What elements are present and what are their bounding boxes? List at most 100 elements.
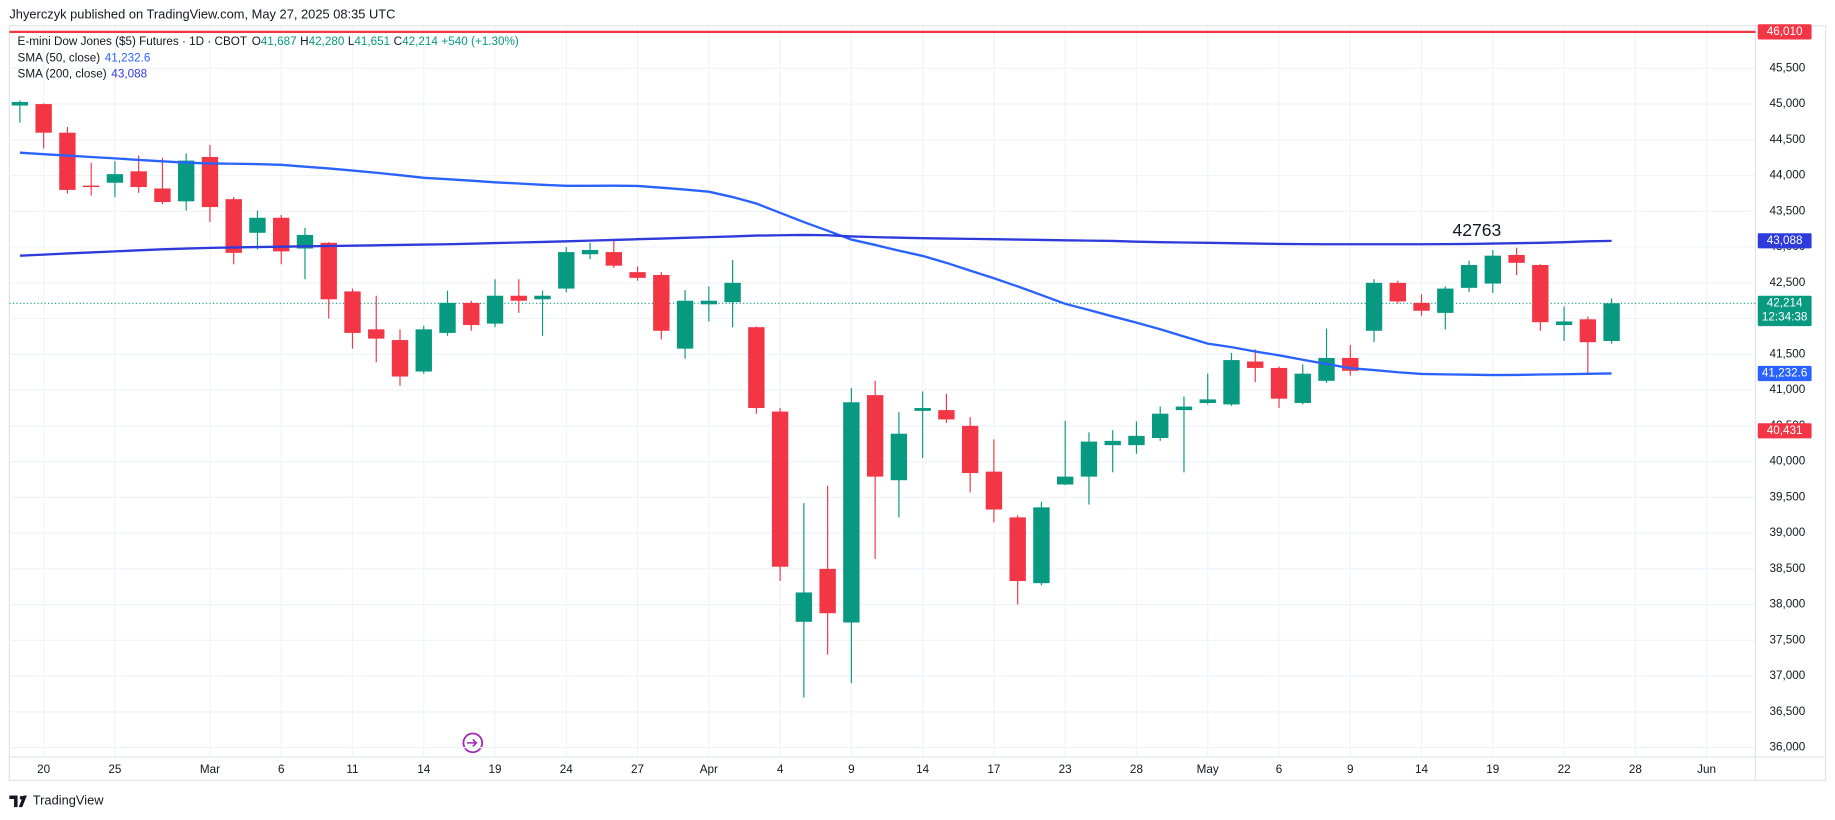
y-tick-label: 39,000 bbox=[1769, 526, 1805, 539]
price-tag bbox=[1757, 423, 1812, 439]
y-tick-label: 38,000 bbox=[1769, 598, 1805, 611]
y-tick-label: 37,500 bbox=[1769, 633, 1805, 646]
price-tag-label: 41,232.6 bbox=[1762, 367, 1808, 380]
sma-name: SMA (50, close) bbox=[18, 52, 101, 65]
candle-body bbox=[1460, 264, 1478, 288]
sma-name: SMA (200, close) bbox=[18, 68, 107, 81]
tradingview-logo bbox=[9, 795, 27, 808]
x-tick-label: 9 bbox=[1347, 763, 1354, 776]
x-tick-label: 27 bbox=[631, 763, 644, 776]
candle-body bbox=[225, 199, 242, 253]
candle-body bbox=[1247, 361, 1264, 368]
candle-body bbox=[748, 327, 765, 408]
candle-body bbox=[1318, 357, 1335, 381]
candle-body bbox=[1532, 264, 1549, 323]
y-tick-label: 44,500 bbox=[1769, 133, 1805, 146]
candle-body bbox=[581, 249, 599, 255]
candle-body bbox=[771, 411, 789, 567]
candle-body bbox=[1413, 302, 1430, 311]
candle-body bbox=[890, 433, 908, 481]
x-tick-label: 19 bbox=[1486, 763, 1499, 776]
candle-body bbox=[1056, 476, 1074, 485]
candle-body bbox=[961, 425, 979, 474]
candle-body bbox=[605, 252, 623, 266]
x-tick-label: 14 bbox=[916, 763, 930, 776]
ohlc-value: 42,280 bbox=[309, 35, 345, 48]
candle-body bbox=[1603, 303, 1620, 341]
candle-body bbox=[273, 217, 290, 252]
ohlc-value: 41,687 bbox=[261, 35, 297, 48]
ohlc-value: 42,214 bbox=[402, 35, 438, 48]
price-tag-label: 46,010 bbox=[1767, 25, 1803, 38]
y-tick-label: 41,500 bbox=[1769, 347, 1805, 360]
annotation: 42763 bbox=[1453, 220, 1502, 240]
candle-body bbox=[1223, 360, 1240, 405]
ohlc-key: C bbox=[394, 35, 402, 48]
candle-body bbox=[1508, 254, 1525, 263]
candle-body bbox=[558, 252, 575, 289]
y-tick-label: 44,000 bbox=[1769, 169, 1805, 182]
ohlc-value: 41,651 bbox=[354, 35, 390, 48]
chart-frame bbox=[8, 25, 1827, 781]
legend-sma: SMA (200, close) 43,088 bbox=[18, 68, 148, 81]
candle-body bbox=[1389, 282, 1406, 302]
candle-body bbox=[154, 188, 171, 203]
ohlc-key: O bbox=[252, 35, 261, 48]
ohlc-key: H bbox=[300, 35, 308, 48]
candle-body bbox=[1175, 406, 1193, 411]
y-tick-label: 38,500 bbox=[1769, 562, 1805, 575]
sma-value: 41,232.6 bbox=[105, 52, 151, 65]
candle-body bbox=[1080, 441, 1098, 477]
candle-body bbox=[795, 592, 813, 622]
candle-body bbox=[320, 242, 337, 300]
x-tick-label: 25 bbox=[108, 763, 122, 776]
candle-body bbox=[866, 395, 884, 477]
candle-body bbox=[1199, 399, 1216, 403]
candle-body bbox=[177, 160, 195, 202]
candle-body bbox=[1294, 373, 1311, 403]
candle-body bbox=[534, 295, 551, 300]
candle-body bbox=[1009, 517, 1026, 582]
price-tag-label: 40,431 bbox=[1767, 424, 1803, 437]
x-tick-label: 11 bbox=[346, 763, 358, 776]
price-tag bbox=[1757, 233, 1812, 249]
price-tag bbox=[1757, 295, 1812, 327]
x-tick-label: 28 bbox=[1629, 763, 1642, 776]
candle-body bbox=[1484, 255, 1502, 284]
legend-sma: SMA (50, close) 41,232.6 bbox=[18, 52, 151, 65]
y-tick-label: 40,000 bbox=[1769, 455, 1805, 468]
candle-body bbox=[249, 217, 266, 233]
publisher-header: Jhyerczyk published on TradingView.com, … bbox=[9, 7, 395, 22]
candle-body bbox=[486, 295, 504, 324]
price-tag bbox=[1757, 365, 1812, 382]
x-tick-label: 28 bbox=[1130, 763, 1143, 776]
price-tag-label: 42,214 bbox=[1767, 296, 1803, 309]
x-tick-label: 6 bbox=[278, 763, 285, 776]
price-tag bbox=[1757, 24, 1812, 40]
x-tick-label: 6 bbox=[1276, 763, 1283, 776]
candle-body bbox=[59, 132, 76, 190]
candle-body bbox=[368, 329, 385, 339]
candle-body bbox=[938, 410, 955, 420]
candle-body bbox=[1104, 440, 1121, 446]
candle-body bbox=[724, 282, 741, 303]
candle-body bbox=[676, 300, 694, 349]
candle-body bbox=[11, 101, 29, 106]
symbol-title: E-mini Dow Jones ($5) Futures · 1D · CBO… bbox=[18, 35, 247, 48]
x-tick-label: Jun bbox=[1697, 763, 1716, 776]
candle-body bbox=[439, 302, 456, 333]
candle-body bbox=[1270, 367, 1288, 399]
candle-body bbox=[843, 402, 860, 623]
y-tick-label: 41,000 bbox=[1769, 383, 1805, 396]
candle-body bbox=[1579, 319, 1597, 343]
event-marker[interactable] bbox=[462, 732, 484, 754]
x-tick-label: 23 bbox=[1059, 763, 1072, 776]
x-tick-label: Mar bbox=[200, 763, 220, 776]
y-tick-label: 39,500 bbox=[1769, 490, 1805, 503]
candle-body bbox=[1128, 435, 1145, 446]
sma-line bbox=[19, 233, 1612, 257]
legend-title: E-mini Dow Jones ($5) Futures · 1D · CBO… bbox=[18, 35, 519, 48]
candle-body bbox=[35, 104, 52, 133]
candle-body bbox=[914, 407, 931, 411]
x-tick-label: 20 bbox=[37, 763, 51, 776]
